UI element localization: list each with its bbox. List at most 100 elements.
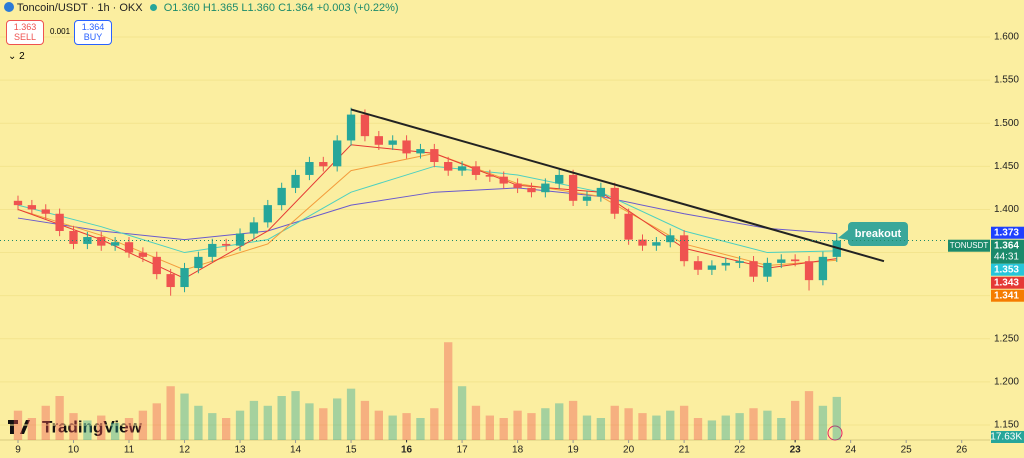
price-tag: 1.373 [994, 227, 1019, 238]
volume-bar [360, 400, 370, 440]
indicators-toggle[interactable]: ⌄ 2 [8, 51, 25, 62]
candle-body [194, 256, 203, 269]
volume-bar [83, 420, 92, 440]
volume-bar [235, 410, 245, 440]
volume-bar [27, 418, 37, 440]
candle-body [263, 205, 272, 223]
candle-body [763, 262, 772, 277]
volume-bar [638, 413, 647, 440]
buy-button[interactable]: 1.364 BUY [74, 20, 112, 45]
candle-body [27, 205, 37, 210]
symbol-tag: TONUSDT [950, 241, 989, 250]
x-tick-label: 26 [956, 445, 968, 456]
candle-body [721, 262, 730, 266]
volume-bar [152, 403, 161, 440]
volume-bar [277, 396, 286, 440]
candle-body [555, 174, 564, 184]
volume-bar [346, 388, 356, 440]
candle-body [110, 242, 120, 246]
candle-body [124, 242, 134, 253]
candle-body [735, 261, 744, 263]
candle-body [305, 162, 314, 175]
volume-bar [110, 422, 120, 440]
volume-bar [166, 386, 175, 440]
volume-bar [568, 400, 578, 440]
brand: TradingView [42, 417, 143, 436]
candle-body [430, 149, 439, 163]
candle-body [624, 213, 633, 240]
volume-bar [471, 405, 481, 440]
candle-body [610, 187, 619, 214]
buy-label: BUY [83, 32, 103, 42]
candle-body [804, 261, 814, 281]
x-tick-label: 16 [401, 445, 413, 456]
candle-body [790, 259, 800, 262]
volume-bar [513, 410, 522, 440]
moving-average [17, 187, 837, 241]
volume-bar [763, 410, 772, 440]
volume-bar [41, 405, 50, 440]
price-tag-bg [991, 239, 1024, 264]
candle-body [527, 187, 536, 193]
candle-body [652, 242, 661, 246]
candle-body [319, 162, 328, 167]
candle-body [457, 166, 467, 171]
candle-body [541, 183, 550, 193]
volume-bar [416, 418, 425, 440]
symbol-tag-bg [948, 239, 990, 252]
candle-body [180, 268, 189, 288]
candle-body [83, 237, 92, 244]
x-tick-label: 24 [845, 445, 857, 456]
candle-body [666, 235, 675, 243]
annotation-pointer [838, 230, 848, 240]
volume-bar [804, 391, 814, 440]
x-tick-label: 10 [68, 445, 80, 456]
volume-bar [624, 408, 633, 440]
candle-body [360, 114, 370, 137]
volume-bar [291, 391, 300, 440]
volume-bar [194, 405, 203, 440]
x-tick-label: 17 [457, 445, 469, 456]
volume-bar [13, 410, 23, 440]
candle-body [374, 136, 383, 145]
volume-bar [790, 400, 800, 440]
candle-body [221, 243, 231, 246]
x-tick-label: 9 [15, 445, 21, 456]
candle-body [582, 196, 592, 201]
y-tick-label: 1.150 [994, 420, 1019, 431]
candle-body [818, 256, 828, 281]
candle-body [402, 140, 411, 154]
candle-body [416, 149, 425, 154]
candle-body [138, 252, 148, 257]
candle-body [235, 233, 245, 246]
spread: 0.001 [50, 27, 71, 36]
volume-bar [69, 413, 78, 440]
brand-logo [8, 420, 30, 434]
volume-bar [444, 342, 453, 440]
volume-bar [374, 410, 383, 440]
volume-bar [402, 413, 411, 440]
volume-bar [749, 408, 758, 440]
annotation-text: breakout [855, 228, 902, 240]
x-tick-label: 15 [345, 445, 357, 456]
volume-bar [499, 418, 508, 440]
sell-button[interactable]: 1.363 SELL [6, 20, 44, 45]
volume-bar [679, 405, 689, 440]
volume-tag-bg [991, 431, 1024, 443]
price-tag-bg [991, 289, 1024, 302]
volume-bar [666, 410, 675, 440]
x-tick-label: 14 [290, 445, 302, 456]
candle-body [499, 176, 508, 184]
volume-bar [485, 415, 495, 440]
x-tick-label: 19 [568, 445, 580, 456]
volume-bar [319, 408, 328, 440]
candle-body [277, 187, 286, 206]
y-tick-label: 1.600 [994, 32, 1019, 43]
candle-body [333, 140, 342, 167]
candle-body [166, 274, 175, 288]
trendline [350, 108, 885, 263]
x-tick-label: 23 [790, 445, 802, 456]
y-tick-label: 1.250 [994, 333, 1019, 344]
candle-body [97, 237, 106, 246]
